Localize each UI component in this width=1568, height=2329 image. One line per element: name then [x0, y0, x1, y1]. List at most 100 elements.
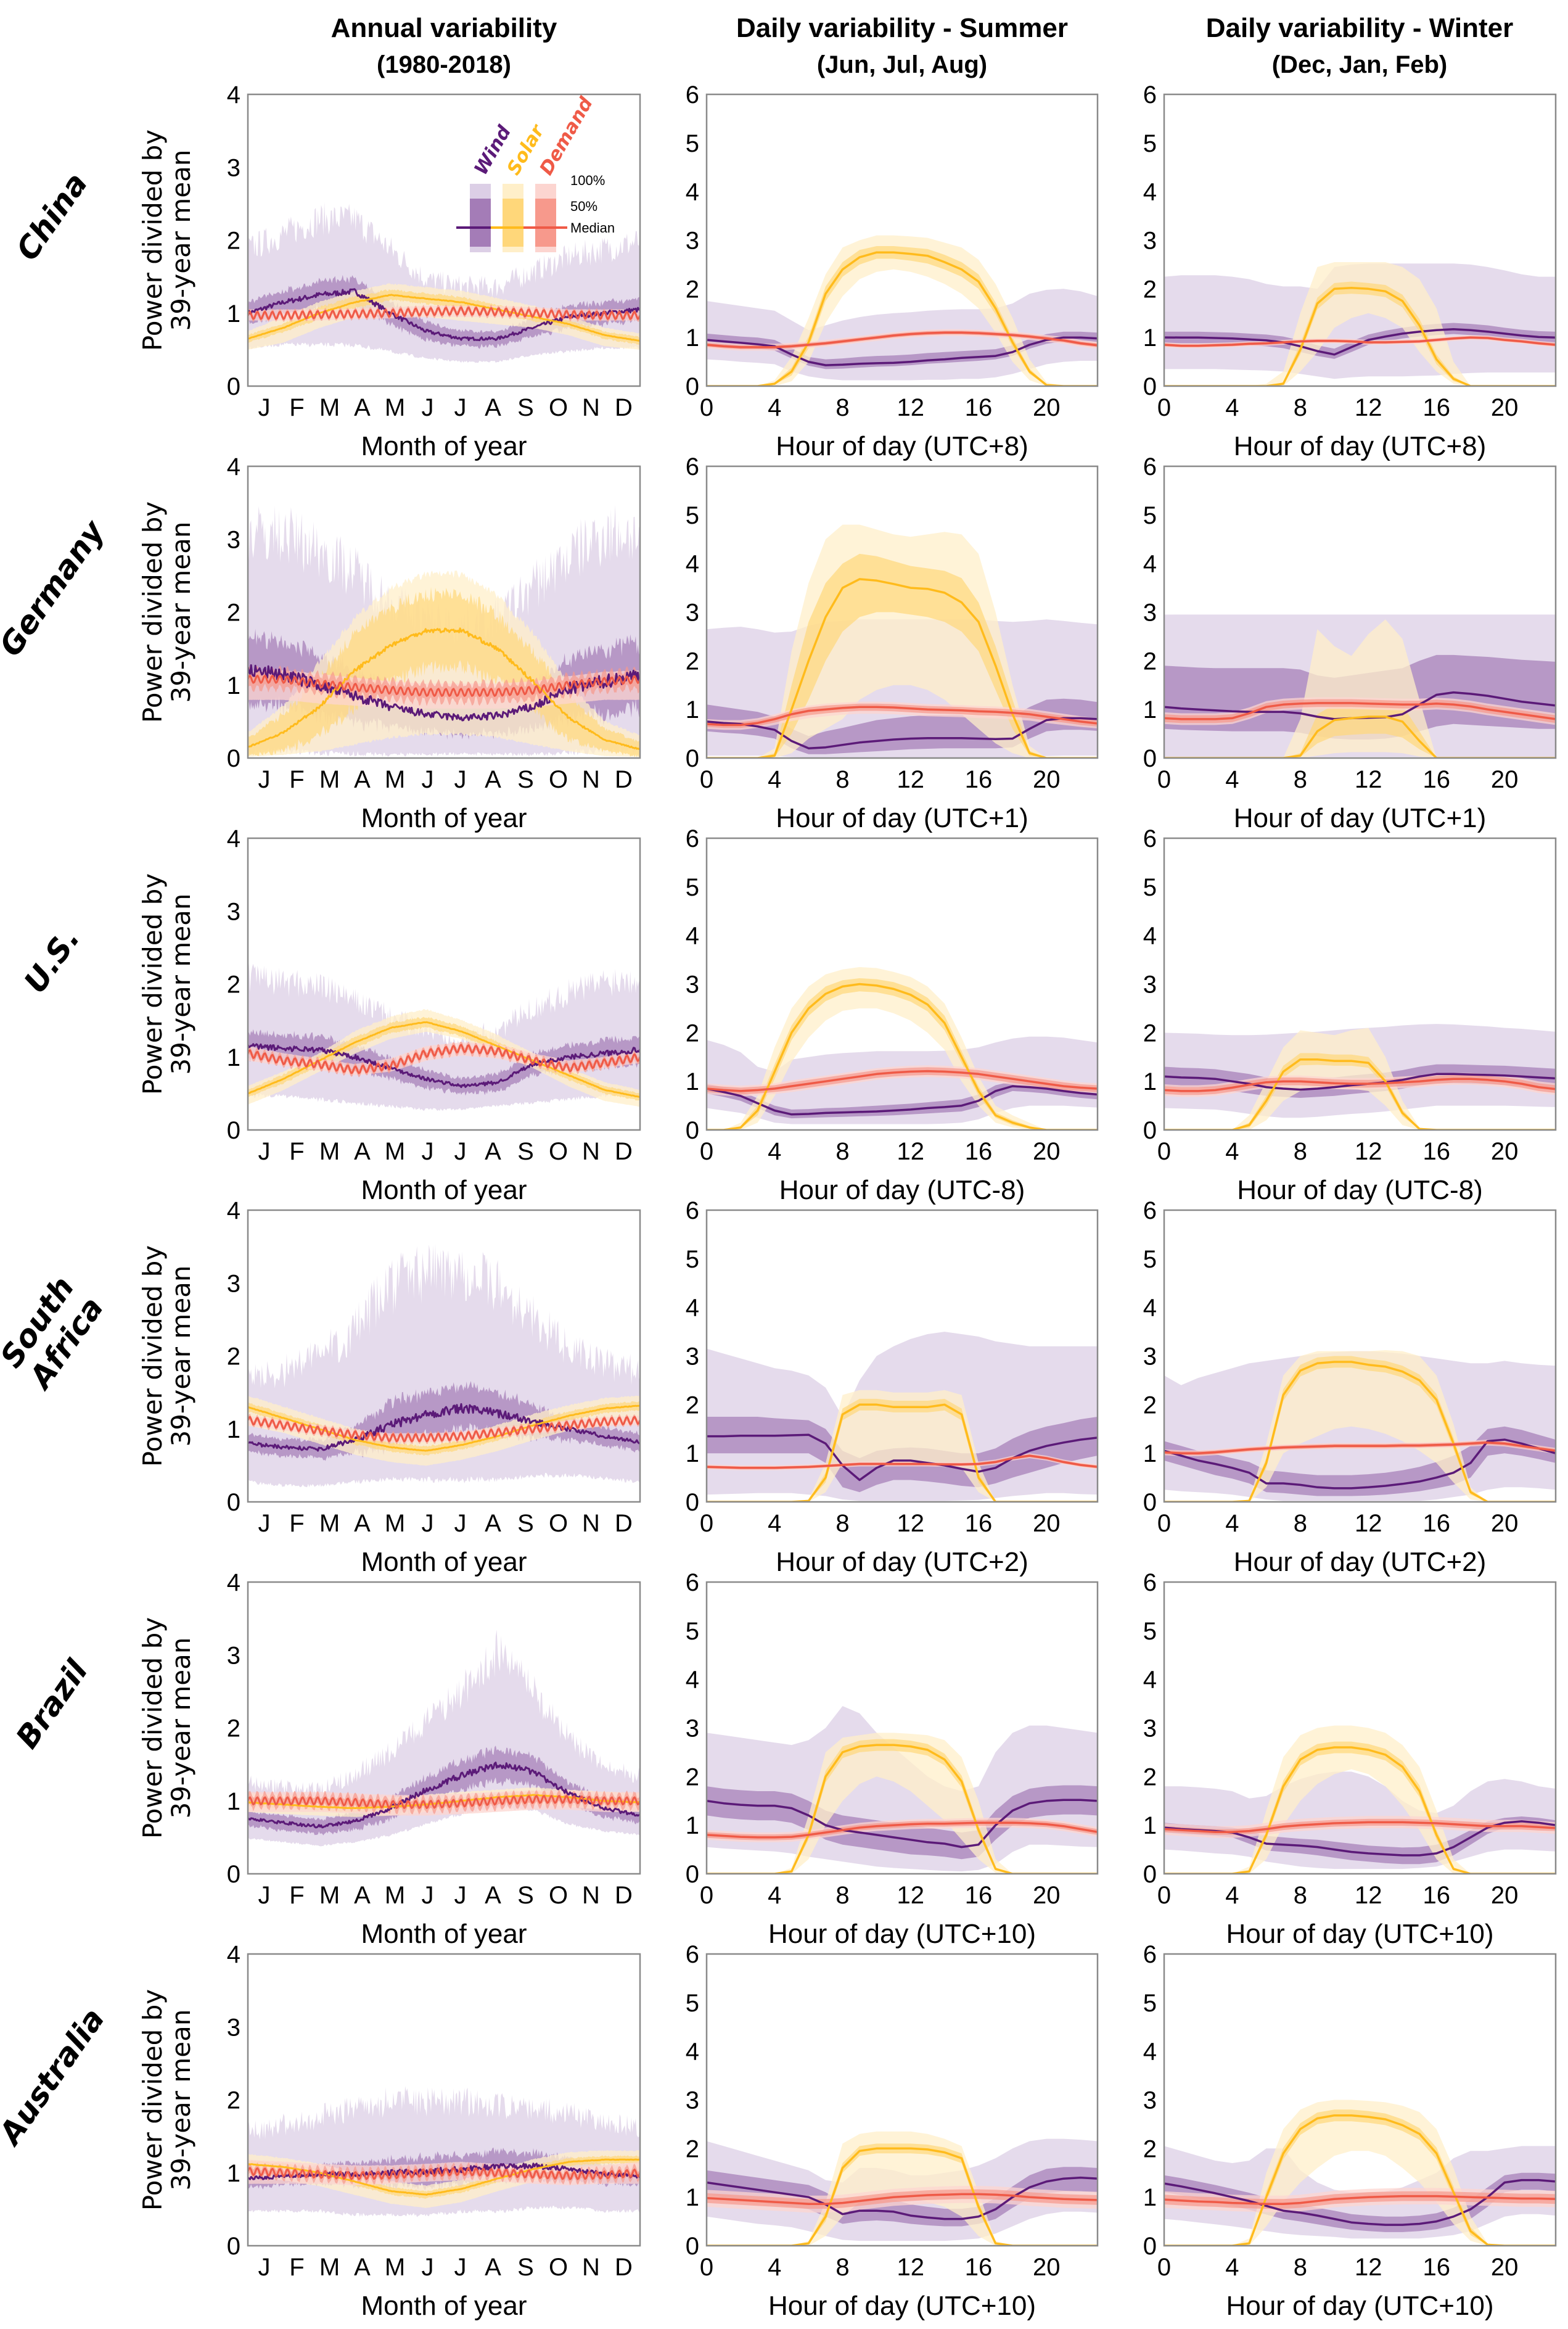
column-subtitle-annual: (1980-2018)	[377, 51, 511, 78]
y-axis-label-line-2: 39-year mean	[166, 149, 196, 331]
plot-data	[1164, 1350, 1556, 1502]
y-tick-label: 6	[1143, 1569, 1157, 1596]
x-tick-label: 20	[1491, 1882, 1519, 1909]
y-tick-label: 3	[686, 1343, 699, 1371]
axes-frame	[705, 465, 1099, 759]
country-label-text: U.S.	[17, 921, 87, 1000]
x-tick-label: J	[258, 1138, 271, 1165]
x-tick-label: J	[258, 766, 271, 793]
wind-band-100	[1164, 263, 1556, 379]
axes-frame	[705, 837, 1099, 1131]
x-tick-label: 12	[897, 1510, 925, 1537]
y-tick-label: 1	[686, 696, 699, 723]
x-tick-label: A	[354, 1510, 371, 1537]
solar-median-line	[248, 294, 640, 342]
axes-frame	[247, 1953, 641, 2247]
x-tick-label: 4	[768, 1510, 781, 1537]
plot-data	[248, 2086, 640, 2217]
x-axis-label: Month of year	[361, 1547, 527, 1577]
solar-median-line	[1164, 2114, 1556, 2246]
axes-frame	[1163, 93, 1557, 387]
x-tick-label: 0	[1157, 2254, 1171, 2281]
y-tick-label: 0	[1143, 1117, 1157, 1144]
wind-median-line	[248, 1043, 640, 1089]
legend-level-label: Median	[570, 220, 615, 236]
y-tick-label: 1	[686, 1440, 699, 1467]
demand-median-line	[1164, 1441, 1556, 1454]
x-tick-label: F	[289, 1882, 304, 1909]
solar-median-line	[248, 1021, 640, 1099]
wind-median-line	[1164, 1438, 1556, 1490]
x-tick-label: 8	[1294, 2254, 1307, 2281]
y-tick-label: 1	[1143, 1440, 1157, 1467]
x-tick-label: S	[517, 1882, 534, 1909]
wind-median-line	[248, 1403, 640, 1452]
y-tick-label: 5	[686, 502, 699, 529]
x-tick-label: 0	[1157, 394, 1171, 421]
column-title-annual: Annual variability	[331, 13, 557, 43]
demand-median-line	[1164, 336, 1556, 347]
x-axis-label: Hour of day (UTC-8)	[779, 1175, 1025, 1205]
y-tick-label: 1	[686, 2184, 699, 2211]
x-axis-label: Month of year	[361, 431, 527, 461]
x-tick-label: M	[385, 394, 405, 421]
x-tick-label: A	[485, 1510, 501, 1537]
solar-band-100	[1164, 619, 1556, 758]
wind-median-line	[707, 336, 1098, 366]
legend-level-label: 50%	[570, 199, 597, 214]
x-tick-label: M	[319, 394, 340, 421]
axes-frame	[1163, 837, 1557, 1131]
y-tick-label: 4	[1143, 551, 1157, 578]
x-tick-label: 8	[1294, 1138, 1307, 1165]
y-tick-label: 0	[686, 373, 699, 400]
demand-median-line	[248, 1795, 640, 1809]
y-tick-label: 2	[686, 2135, 699, 2162]
x-tick-label: M	[385, 1510, 405, 1537]
demand-median-line	[707, 1821, 1098, 1839]
axes-frame	[1163, 1953, 1557, 2247]
y-tick-label: 6	[686, 453, 699, 480]
y-tick-label: 5	[686, 874, 699, 901]
column-title-winter: Daily variability - Winter	[1206, 13, 1513, 43]
x-tick-label: 12	[897, 394, 925, 421]
x-tick-label: 16	[965, 2254, 993, 2281]
y-tick-label: 6	[686, 1197, 699, 1224]
y-tick-label: 0	[227, 1489, 240, 1516]
wind-band-50	[707, 2167, 1098, 2227]
country-label: China	[9, 166, 95, 266]
x-tick-label: 0	[700, 394, 713, 421]
x-tick-label: A	[485, 766, 501, 793]
x-tick-label: 16	[965, 1510, 993, 1537]
y-tick-label: 6	[686, 1569, 699, 1596]
demand-band-50	[707, 1067, 1098, 1095]
y-tick-label: 4	[227, 453, 240, 480]
plot-data	[248, 1630, 640, 1847]
y-tick-label: 2	[227, 1715, 240, 1742]
y-tick-label: 3	[227, 898, 240, 925]
x-tick-label: J	[454, 2254, 467, 2281]
x-tick-label: 0	[1157, 1510, 1171, 1537]
solar-band-100	[1164, 1350, 1556, 1502]
x-tick-label: J	[422, 1882, 434, 1909]
axes-frame	[705, 93, 1099, 387]
x-tick-label: 0	[700, 1510, 713, 1537]
column-subtitle-winter: (Dec, Jan, Feb)	[1272, 51, 1448, 78]
y-axis-label-line-1: Power divided by	[138, 130, 168, 351]
demand-median-line	[1164, 1821, 1556, 1833]
x-tick-label: 20	[1491, 766, 1519, 793]
axes-frame	[1163, 1209, 1557, 1503]
x-tick-label: N	[582, 766, 600, 793]
y-tick-label: 5	[686, 1246, 699, 1273]
y-tick-label: 1	[227, 1416, 240, 1443]
axes-frame	[247, 1209, 641, 1503]
y-tick-label: 5	[1143, 874, 1157, 901]
y-tick-label: 5	[1143, 130, 1157, 157]
y-tick-label: 3	[686, 971, 699, 999]
